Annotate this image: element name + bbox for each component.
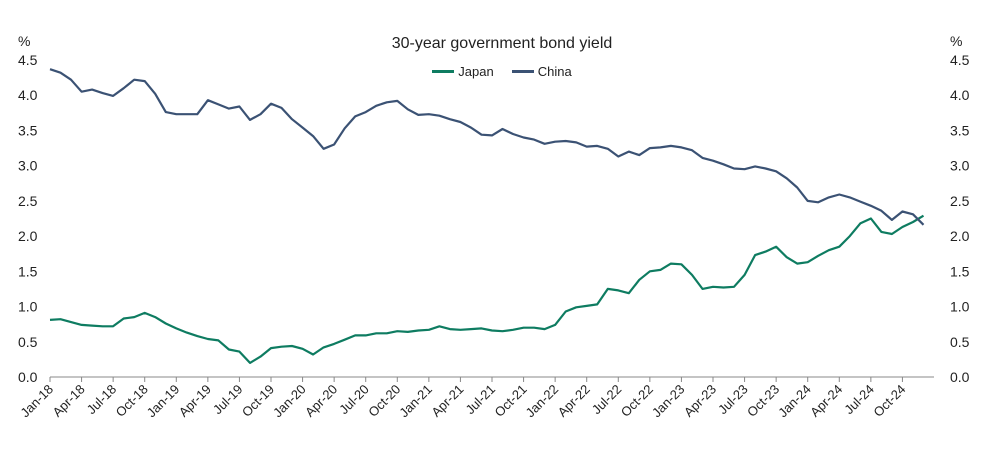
y-tick-label-left: 0.0 xyxy=(18,369,38,385)
y-tick-label-right: 0.5 xyxy=(950,334,970,350)
x-tick-label: Apr-19 xyxy=(176,382,214,420)
y-axis-unit-right: % xyxy=(950,33,963,49)
x-tick-label: Jul-23 xyxy=(715,382,751,418)
legend-label-japan: Japan xyxy=(458,64,494,79)
legend-item-japan: Japan xyxy=(432,64,494,79)
x-tick-label: Oct-23 xyxy=(744,382,782,420)
x-tick-label: Apr-20 xyxy=(302,382,340,420)
y-tick-label-left: 3.0 xyxy=(18,158,38,174)
legend-item-china: China xyxy=(511,64,572,79)
x-tick-label: Oct-20 xyxy=(365,382,403,420)
y-tick-label-right: 3.5 xyxy=(950,122,970,138)
x-tick-label: Jan-19 xyxy=(144,382,183,421)
y-tick-label-left: 2.5 xyxy=(18,193,38,209)
y-tick-label-left: 1.5 xyxy=(18,263,38,279)
y-tick-label-right: 1.0 xyxy=(950,299,970,315)
x-tick-label: Jul-24 xyxy=(841,382,877,418)
x-tick-label: Apr-18 xyxy=(49,382,87,420)
x-tick-label: Jul-20 xyxy=(336,382,372,418)
y-tick-label-left: 2.0 xyxy=(18,228,38,244)
x-tick-label: Jul-22 xyxy=(589,382,625,418)
x-tick-label: Jan-23 xyxy=(649,382,688,421)
legend-swatch-china xyxy=(511,70,534,73)
x-tick-label: Jul-21 xyxy=(462,382,498,418)
chart-title: 30-year government bond yield xyxy=(391,35,613,52)
y-tick-label-left: 0.5 xyxy=(18,334,38,350)
x-tick-label: Oct-19 xyxy=(239,382,277,420)
y-tick-label-right: 3.0 xyxy=(950,158,970,174)
x-tick-label: Apr-22 xyxy=(555,382,593,420)
x-tick-label: Jan-24 xyxy=(775,382,814,421)
y-tick-label-right: 0.0 xyxy=(950,369,970,385)
x-tick-label: Apr-23 xyxy=(681,382,719,420)
y-tick-label-right: 4.0 xyxy=(950,87,970,103)
x-tick-label: Oct-22 xyxy=(618,382,656,420)
x-tick-label: Jan-22 xyxy=(523,382,562,421)
legend-swatch-japan xyxy=(432,70,455,73)
legend: Japan China xyxy=(0,64,1004,79)
x-tick-label: Jul-18 xyxy=(84,382,120,418)
x-tick-label: Apr-21 xyxy=(428,382,466,420)
x-tick-label: Oct-24 xyxy=(870,382,908,420)
x-tick-label: Jan-21 xyxy=(396,382,435,421)
x-tick-label: Oct-21 xyxy=(491,382,529,420)
x-tick-label: Apr-24 xyxy=(807,382,845,420)
y-tick-label-right: 2.5 xyxy=(950,193,970,209)
legend-label-china: China xyxy=(537,64,572,79)
y-tick-label-right: 2.0 xyxy=(950,228,970,244)
y-tick-label-right: 1.5 xyxy=(950,263,970,279)
x-tick-label: Oct-18 xyxy=(113,382,151,420)
y-tick-label-left: 4.0 xyxy=(18,87,38,103)
y-tick-label-right: 4.5 xyxy=(950,52,970,68)
x-tick-label: Jan-20 xyxy=(270,382,309,421)
y-tick-label-left: 4.5 xyxy=(18,52,38,68)
x-tick-label: Jul-19 xyxy=(210,382,246,418)
series-line-japan xyxy=(49,214,925,364)
y-axis-unit-left: % xyxy=(18,33,31,49)
y-tick-label-left: 1.0 xyxy=(18,299,38,315)
series-line-china xyxy=(49,68,925,226)
y-tick-label-left: 3.5 xyxy=(18,122,38,138)
x-tick-label: Jan-18 xyxy=(17,382,56,421)
